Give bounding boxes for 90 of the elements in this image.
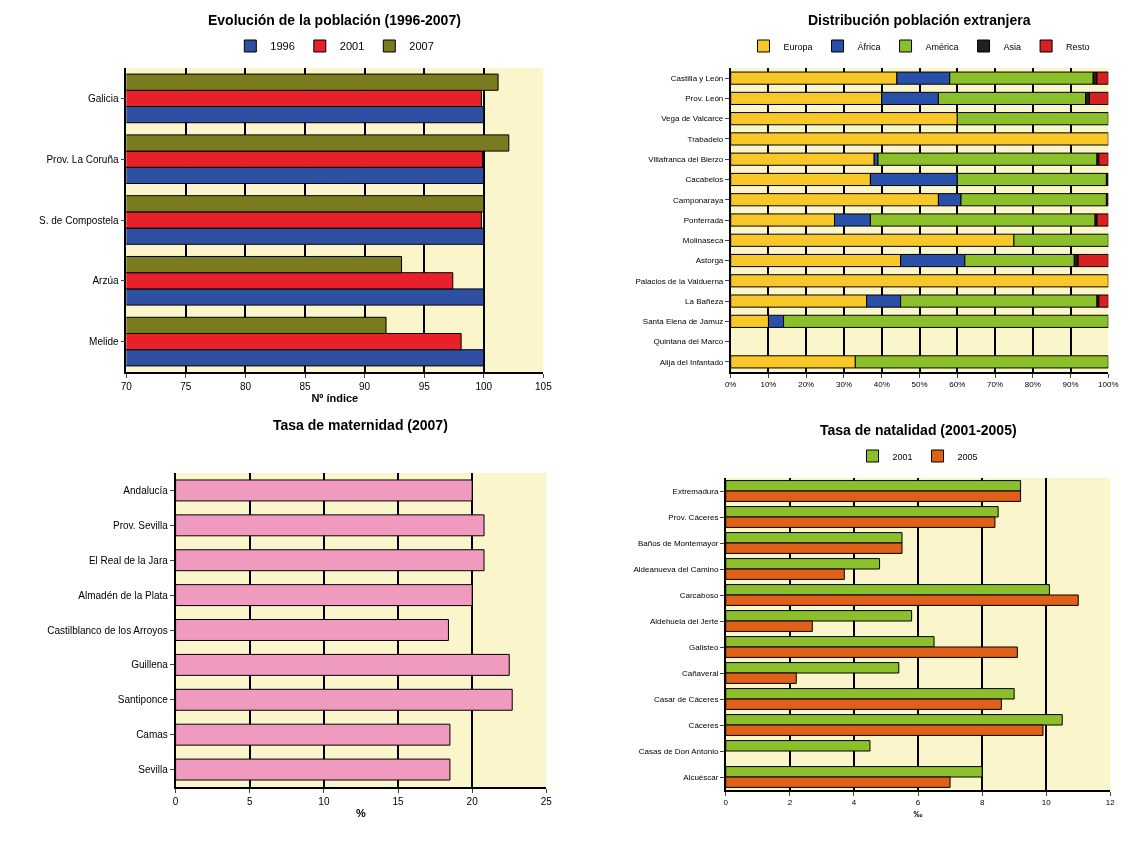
legend-label: 1996	[270, 40, 295, 53]
x-axis-title: Nº índice	[311, 392, 359, 405]
x-tick-label: 4	[851, 798, 857, 808]
y-tick-label: Trabadelo	[687, 134, 724, 144]
y-tick-label: Almadén de la Plata	[78, 589, 169, 601]
y-tick-label: Galicia	[87, 92, 119, 104]
legend-label: 2007	[409, 40, 434, 53]
x-tick-label: 25	[540, 795, 553, 807]
x-tick-label: 6	[915, 798, 921, 808]
y-tick-label: Palacios de la Valduerna	[635, 276, 724, 286]
x-tick-label: 95	[418, 380, 431, 392]
x-tick-label: 0%	[724, 380, 737, 390]
legend-label: América	[925, 41, 959, 52]
legend-label: África	[857, 41, 881, 52]
x-tick-label: 80	[239, 380, 252, 392]
y-tick-label: S. de Compostela	[39, 214, 119, 226]
x-tick-label: 20	[466, 795, 479, 807]
y-tick-label: Castilblanco de los Arroyos	[47, 624, 168, 636]
legend-label: Resto	[1066, 41, 1090, 52]
y-tick-label: Astorga	[695, 256, 724, 266]
y-tick-label: Santiponce	[117, 694, 169, 706]
x-tick-label: 5	[246, 795, 253, 807]
x-axis-title: ‰	[913, 808, 923, 819]
x-axis-title: %	[356, 807, 367, 820]
legend-label: 2001	[339, 40, 365, 53]
y-tick-label: Prov. León	[685, 94, 724, 104]
x-tick-label: 60%	[949, 380, 966, 390]
y-tick-label: Alija del Infantado	[659, 357, 724, 367]
y-tick-label: Castilla y León	[670, 73, 724, 83]
x-tick-label: 70	[120, 380, 133, 392]
y-tick-label: Carcaboso	[679, 590, 719, 600]
y-tick-label: Camponaraya	[673, 195, 724, 205]
x-tick-label: 20%	[798, 380, 815, 390]
y-tick-label: El Real de la Jara	[88, 554, 169, 566]
chart-title: Evolución de la población (1996-2007)	[208, 12, 461, 28]
x-tick-label: 90	[359, 380, 371, 392]
y-tick-label: Aldehuela del Jerte	[649, 616, 719, 626]
y-tick-label: Guillena	[131, 659, 169, 671]
y-tick-label: Melide	[89, 336, 119, 348]
y-tick-label: Sevilla	[138, 764, 169, 776]
y-tick-label: Santa Elena de Jamuz	[642, 317, 724, 327]
y-tick-label: Arzúa	[92, 275, 119, 287]
legend-label: Asia	[1003, 41, 1022, 52]
y-tick-label: Quintana del Marco	[653, 337, 724, 347]
x-tick-label: 30%	[835, 380, 852, 390]
x-tick-label: 75	[180, 380, 192, 392]
y-tick-label: Galisteo	[689, 642, 719, 652]
y-tick-label: Cacabelos	[685, 175, 724, 185]
x-tick-label: 2	[787, 798, 793, 808]
x-tick-label: 85	[299, 380, 312, 392]
x-tick-label: 10	[318, 795, 330, 807]
chart-title: Tasa de maternidad (2007)	[273, 417, 448, 433]
legend-label: 2005	[957, 451, 978, 462]
y-tick-label: Molinaseca	[682, 236, 724, 246]
y-tick-label: Andalucía	[123, 484, 169, 496]
y-tick-label: Baños de Montemayor	[637, 538, 719, 548]
x-tick-label: 80%	[1024, 380, 1041, 390]
x-tick-label: 100	[475, 380, 493, 392]
x-tick-label: 50%	[911, 380, 928, 390]
legend-label: 2001	[892, 451, 913, 462]
x-tick-label: 105	[535, 380, 553, 392]
y-tick-label: Cañaveral	[681, 668, 719, 678]
x-tick-label: 10%	[760, 380, 777, 390]
x-tick-label: 90%	[1062, 380, 1079, 390]
chart-title: Tasa de natalidad (2001-2005)	[820, 422, 1017, 438]
y-tick-label: Prov. Sevilla	[112, 519, 169, 531]
y-tick-label: Prov. La Coruña	[46, 153, 119, 165]
x-tick-label: 0	[723, 798, 729, 808]
legend-label: Europa	[783, 41, 813, 52]
x-tick-label: 0	[172, 795, 179, 807]
y-tick-label: Villafranca del Bierzo	[648, 155, 724, 164]
y-tick-label: Ponferrada	[683, 215, 724, 225]
y-tick-label: Casar de Cáceres	[653, 694, 719, 704]
x-tick-label: 70%	[987, 380, 1004, 390]
x-tick-label: 8	[979, 798, 985, 808]
y-tick-label: Vega de Valcarce	[661, 114, 724, 124]
y-tick-label: Extremadura	[672, 486, 719, 496]
y-tick-label: Prov. Cáceres	[668, 512, 719, 522]
x-tick-label: 40%	[873, 380, 890, 390]
y-tick-label: Alcuéscar	[683, 772, 719, 782]
x-tick-label: 15	[392, 795, 405, 807]
x-tick-label: 12	[1105, 798, 1116, 808]
y-tick-label: Aldeanueva del Camino	[633, 564, 719, 574]
y-tick-label: Camas	[136, 729, 168, 741]
x-tick-label: 10	[1041, 798, 1052, 808]
chart-title: Distribución población extranjera	[808, 12, 1031, 28]
x-tick-label: 100%	[1098, 380, 1119, 390]
y-tick-label: Casas de Don Antonio	[638, 746, 719, 756]
y-tick-label: Cáceres	[688, 720, 719, 730]
y-tick-label: La Bañeza	[685, 296, 724, 306]
